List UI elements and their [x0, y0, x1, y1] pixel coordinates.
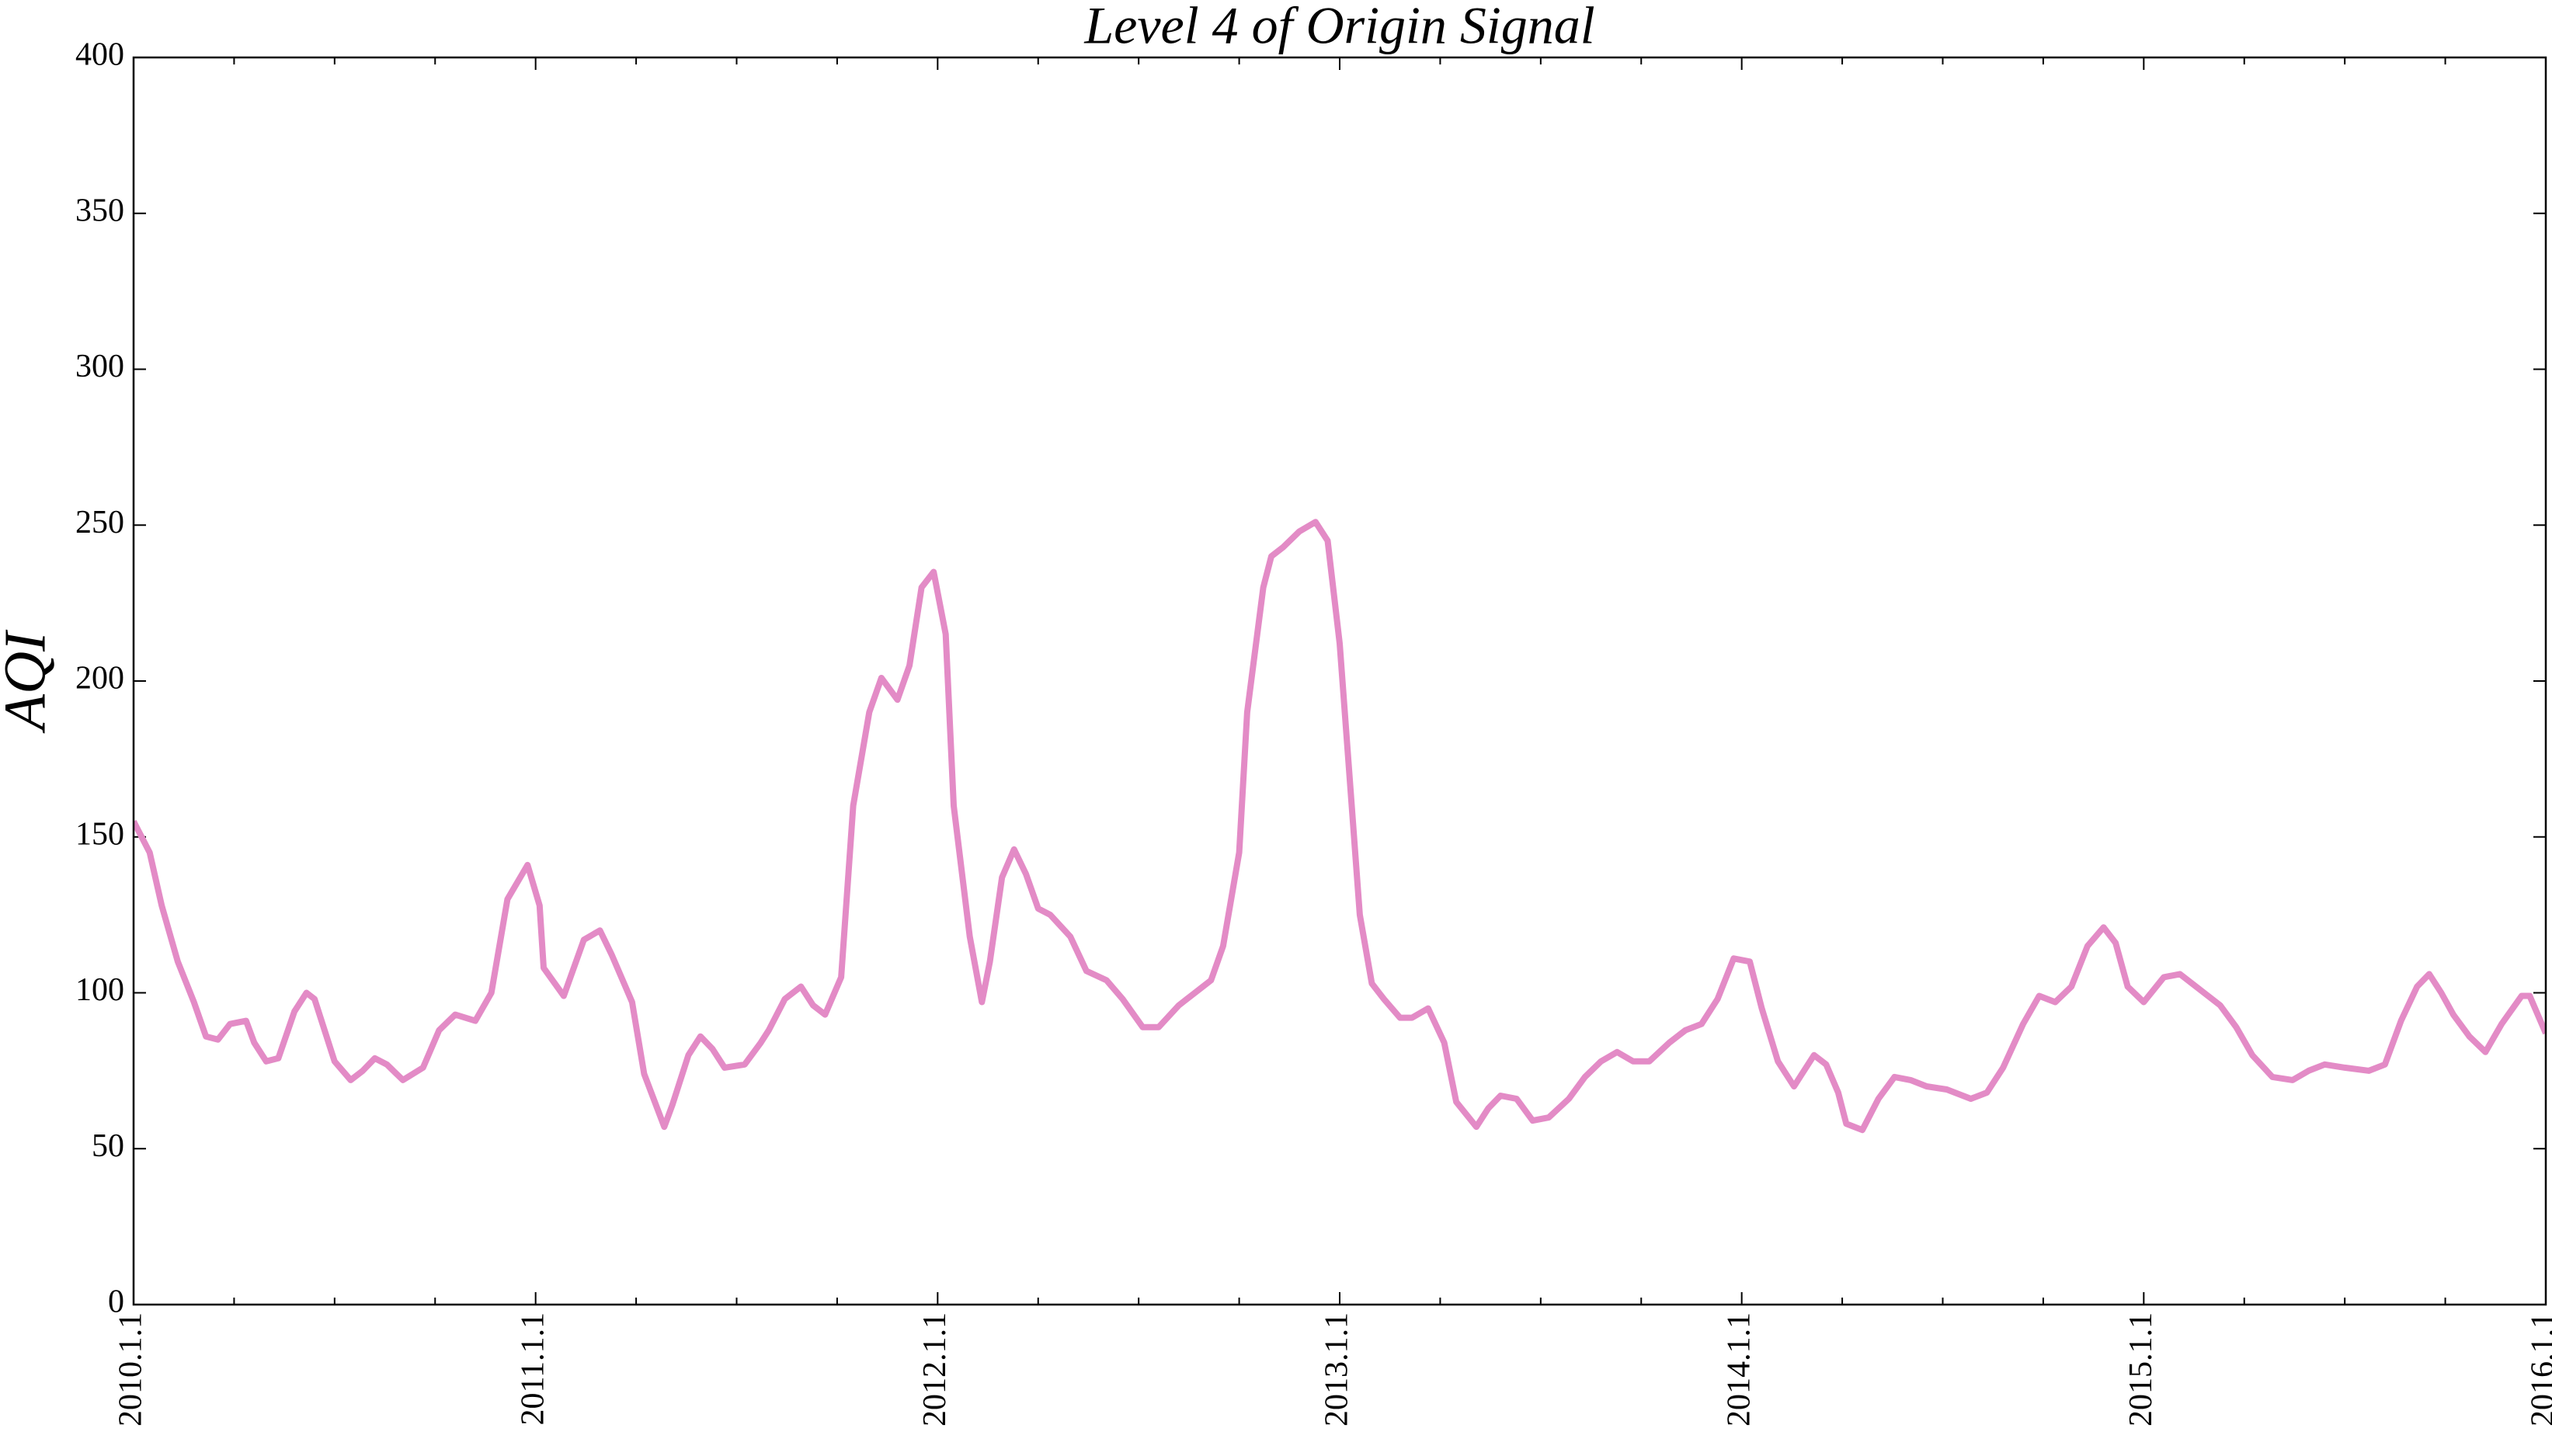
plot-frame — [132, 56, 2547, 1306]
x-tick-label: 2014.1.1 — [1721, 1312, 1757, 1426]
x-tick-label: 2011.1.1 — [515, 1312, 551, 1425]
y-tick-label: 400 — [75, 37, 124, 73]
x-tick-label: 2015.1.1 — [2123, 1312, 2159, 1426]
y-axis-label: AQI — [0, 629, 57, 734]
y-tick-label: 200 — [75, 661, 124, 697]
y-tick-label: 250 — [75, 505, 124, 540]
chart-title: Level 4 of Origin Signal — [1083, 0, 1594, 55]
y-tick-label: 150 — [75, 816, 124, 852]
x-tick-label: 2016.1.1 — [2526, 1312, 2552, 1426]
y-tick-label: 100 — [75, 972, 124, 1008]
y-tick-label: 300 — [75, 349, 124, 384]
y-tick-label: 350 — [75, 193, 124, 228]
x-tick-label: 2013.1.1 — [1319, 1312, 1355, 1426]
x-tick-label: 2012.1.1 — [917, 1312, 953, 1426]
y-tick-label: 0 — [108, 1284, 124, 1320]
data-line — [134, 519, 2546, 1134]
y-tick-label: 50 — [92, 1128, 124, 1164]
x-tick-label: 2010.1.1 — [113, 1312, 149, 1426]
